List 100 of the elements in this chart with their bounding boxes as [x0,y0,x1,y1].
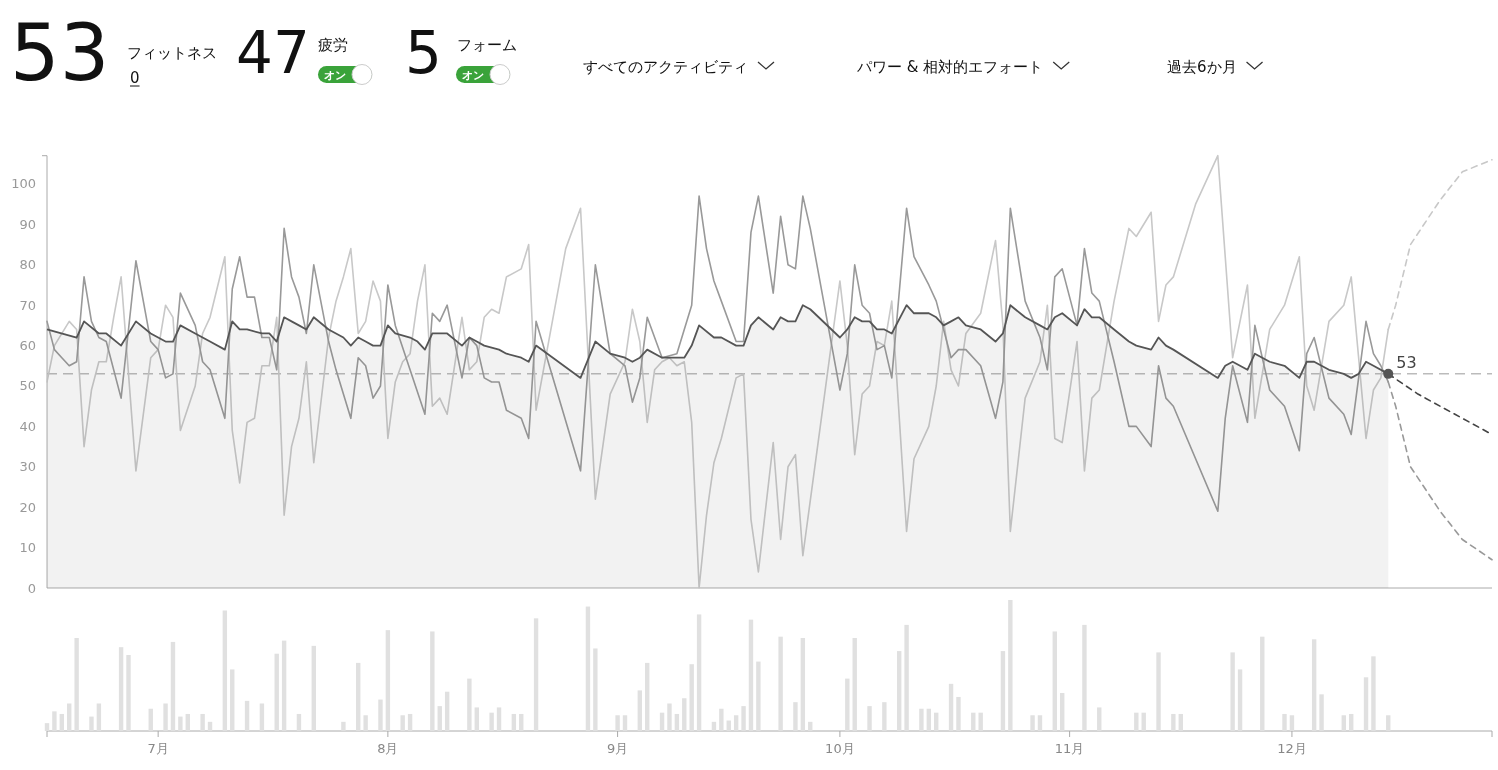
bar [341,721,346,731]
x-tick-label: 7月 [147,741,169,756]
x-tick-label: 9月 [606,741,629,756]
bar [378,699,383,731]
bar [200,713,205,731]
bar [1097,707,1102,731]
bar [74,637,79,731]
bar [400,715,405,731]
ref-line-label: 53 [1396,352,1417,372]
bar [385,630,391,731]
bar [489,712,494,731]
bar [882,702,887,731]
bar [437,706,442,731]
bar [430,631,435,731]
bar [1237,669,1243,731]
y-tick-label: 30 [19,459,36,475]
bar [59,713,65,731]
bar [1030,715,1035,731]
bar [44,723,50,731]
bar [1371,656,1376,731]
bar [126,655,131,731]
bar [867,706,872,731]
bar [118,647,124,731]
bar [444,691,450,731]
bar [1134,712,1139,731]
bar [170,641,176,731]
bar [741,706,746,731]
bar [474,707,479,731]
bar [733,715,739,731]
bar [696,614,702,731]
bar [711,721,717,731]
bar [89,716,94,731]
bar [756,661,761,731]
bar [1082,624,1087,731]
bar [296,713,302,731]
x-tick-label: 8月 [377,741,399,756]
bar [793,702,798,731]
bar [585,606,591,731]
bar [948,683,954,731]
bar [689,664,694,731]
bar [748,619,754,731]
y-tick-label: 70 [19,297,36,313]
bar [178,716,183,731]
bar [96,703,102,731]
bar [1319,694,1324,731]
bar [1052,631,1057,731]
bar [896,651,902,731]
bar [808,721,813,731]
x-tick-label: 10月 [825,741,855,756]
bar [1178,713,1183,731]
y-tick-label: 60 [19,338,36,354]
bar [163,703,168,731]
bar [637,690,643,731]
y-tick-label: 90 [19,216,36,232]
bar [593,648,598,731]
bar [615,715,620,731]
bar [956,696,961,731]
bar [645,662,650,731]
bar [230,669,235,731]
bar [1282,713,1287,731]
bar [1037,715,1043,731]
bar [363,715,368,731]
bar [496,707,502,731]
bar [852,637,857,731]
bar [1349,713,1354,731]
bar [978,712,983,731]
bar [185,713,190,731]
bar [622,715,628,731]
bar [1000,651,1006,731]
bar [274,653,279,731]
bar [800,637,806,731]
bar [511,713,517,731]
y-tick-label: 100 [11,176,36,192]
bar [244,700,250,731]
bar [148,708,153,731]
bar [281,640,287,731]
bar [67,703,72,731]
bar [845,678,850,731]
bar [1386,715,1391,731]
bar [1341,715,1346,731]
bar [1156,652,1161,731]
bar [1260,636,1265,731]
bar [919,708,924,731]
bar [467,678,472,731]
bar [674,713,680,731]
bar [407,713,413,731]
bar [904,624,909,731]
bar [719,708,724,731]
bar [207,721,213,731]
bar [52,711,57,731]
bar [1171,713,1176,731]
bar [926,708,932,731]
bar [1311,639,1317,731]
bar [1289,715,1295,731]
y-tick-label: 10 [19,540,36,556]
bar [682,698,687,731]
x-tick-label: 11月 [1054,741,1085,756]
bar [667,703,672,731]
y-tick-label: 80 [19,257,36,273]
bar [519,713,524,731]
